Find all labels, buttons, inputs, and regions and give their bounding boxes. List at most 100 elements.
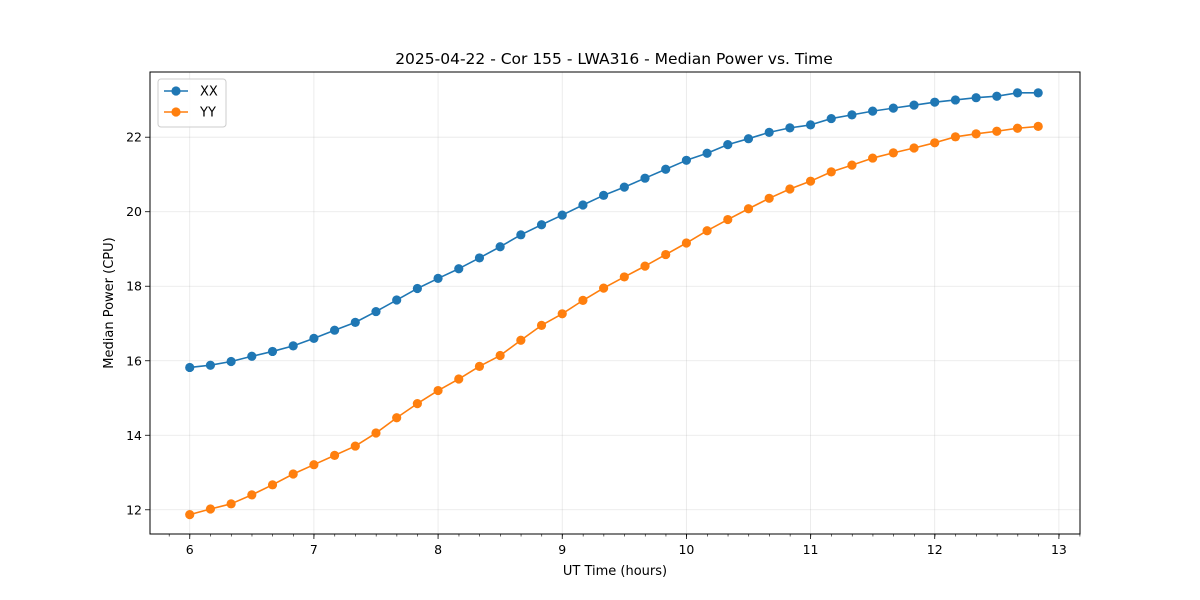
data-point-xx <box>309 333 319 343</box>
legend-item-yy: YY <box>164 106 216 121</box>
data-point-xx <box>412 283 422 294</box>
data-point-xx <box>433 273 443 284</box>
data-point-xx <box>950 95 961 105</box>
data-point-xx <box>785 123 795 133</box>
data-point-xx <box>226 356 236 367</box>
data-point-yy <box>1012 123 1023 133</box>
data-point-xx <box>743 134 754 144</box>
data-point-xx <box>640 173 650 183</box>
data-point-yy <box>971 129 981 139</box>
data-point-xx <box>909 100 919 110</box>
data-point-xx <box>329 325 340 335</box>
data-point-yy <box>350 441 360 451</box>
data-point-yy <box>950 132 961 142</box>
x-tick-label: 10 <box>678 542 694 557</box>
y-tick-label: 14 <box>126 428 142 443</box>
data-point-xx <box>1012 88 1023 98</box>
x-axis-label: UT Time (hours) <box>563 564 667 579</box>
legend-marker <box>171 107 181 117</box>
data-point-yy <box>433 385 443 396</box>
y-tick-label: 22 <box>126 130 142 145</box>
grid-lines <box>150 72 1080 534</box>
data-point-yy <box>309 460 319 470</box>
data-point-yy <box>288 469 298 479</box>
data-point-yy <box>474 361 485 371</box>
data-point-xx <box>764 127 774 137</box>
data-point-xx <box>392 295 402 305</box>
data-point-xx <box>495 242 505 252</box>
data-point-yy <box>805 176 816 186</box>
series-layer <box>185 88 1043 520</box>
data-point-yy <box>743 204 754 214</box>
data-point-yy <box>785 184 795 194</box>
legend-marker <box>171 86 181 96</box>
data-point-xx <box>350 317 360 327</box>
data-point-yy <box>681 238 691 248</box>
data-point-xx <box>992 91 1002 101</box>
data-point-xx <box>661 164 671 174</box>
x-tick-label: 9 <box>558 542 566 557</box>
data-point-xx <box>930 97 940 107</box>
data-point-yy <box>557 309 567 319</box>
data-point-yy <box>764 193 774 203</box>
data-point-xx <box>557 210 567 220</box>
data-point-yy <box>661 249 671 260</box>
data-point-yy <box>267 480 278 490</box>
data-point-yy <box>888 148 898 158</box>
x-tick-label: 7 <box>310 542 318 557</box>
data-point-xx <box>267 346 278 357</box>
data-point-yy <box>495 350 505 361</box>
data-point-yy <box>826 167 836 177</box>
data-point-yy <box>619 272 629 282</box>
data-point-yy <box>723 214 733 225</box>
y-tick-label: 16 <box>126 353 142 368</box>
data-point-xx <box>371 306 381 317</box>
data-point-xx <box>205 360 216 370</box>
data-point-xx <box>247 351 257 361</box>
data-point-yy <box>578 295 588 305</box>
data-point-xx <box>847 110 857 120</box>
x-tick-label: 13 <box>1051 542 1067 557</box>
data-point-yy <box>454 374 464 384</box>
data-point-xx <box>1033 88 1043 98</box>
data-point-yy <box>329 450 340 460</box>
data-point-xx <box>288 341 298 351</box>
x-tick-label: 11 <box>803 542 819 557</box>
data-point-xx <box>702 148 712 158</box>
data-point-xx <box>805 120 816 130</box>
y-tick-label: 18 <box>126 279 142 294</box>
data-point-yy <box>185 510 195 520</box>
data-point-xx <box>578 200 588 210</box>
data-point-yy <box>247 490 257 500</box>
data-point-yy <box>847 160 857 170</box>
data-point-yy <box>640 261 650 271</box>
data-point-xx <box>971 93 981 103</box>
data-point-yy <box>599 283 609 293</box>
y-axis-label: Median Power (CPU) <box>102 237 117 368</box>
axes-frame <box>149 71 1081 535</box>
legend-label: YY <box>199 106 216 121</box>
data-point-xx <box>454 264 464 274</box>
data-point-yy <box>516 335 526 345</box>
axis-ticks: 6 7 8 9 10 11 12 13 12 14 16 18 20 22 <box>126 130 1081 557</box>
data-point-yy <box>1033 121 1043 131</box>
data-point-yy <box>536 320 547 330</box>
legend-label: XX <box>200 85 218 100</box>
data-point-yy <box>930 138 940 148</box>
data-point-yy <box>868 153 878 163</box>
legend-item-xx: XX <box>164 85 218 100</box>
x-tick-label: 12 <box>927 542 943 557</box>
y-tick-label: 12 <box>126 502 142 517</box>
x-tick-label: 6 <box>186 542 194 557</box>
data-point-xx <box>723 140 733 150</box>
data-point-xx <box>516 230 526 240</box>
data-point-yy <box>909 143 919 153</box>
data-point-xx <box>536 220 547 230</box>
data-point-yy <box>992 126 1002 136</box>
data-point-xx <box>826 113 836 124</box>
data-point-yy <box>412 398 422 409</box>
series-xx <box>185 88 1043 373</box>
data-point-xx <box>868 106 878 116</box>
data-point-yy <box>702 226 712 236</box>
